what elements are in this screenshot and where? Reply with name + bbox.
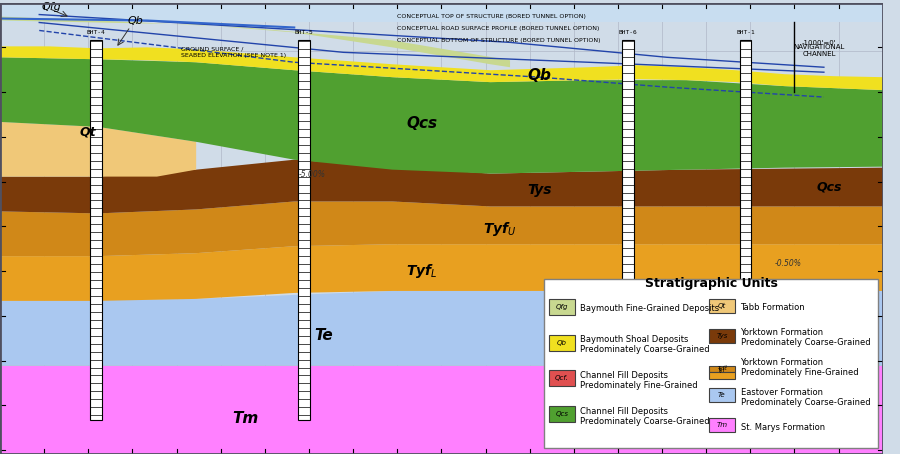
Polygon shape	[0, 202, 883, 256]
Bar	[90, 40, 102, 420]
Text: CONCEPTUAL ROAD SURFACE PROFILE (BORED TUNNEL OPTION): CONCEPTUAL ROAD SURFACE PROFILE (BORED T…	[397, 26, 599, 31]
Bar	[298, 40, 310, 420]
Text: NAVIGATIONAL
CHANNEL: NAVIGATIONAL CHANNEL	[793, 44, 845, 57]
Bar	[549, 406, 575, 422]
Bar	[544, 279, 878, 448]
Text: Qb: Qb	[557, 340, 567, 345]
Bar	[709, 299, 734, 313]
Polygon shape	[0, 46, 883, 90]
Text: Tys: Tys	[527, 183, 552, 197]
Text: Te: Te	[314, 328, 333, 343]
Text: Qcs: Qcs	[816, 180, 842, 193]
Text: Tabb Formation: Tabb Formation	[741, 303, 806, 312]
Text: Tyfᵁ: Tyfᵁ	[716, 365, 727, 370]
Text: Tm: Tm	[232, 411, 258, 426]
Text: BHT-4: BHT-4	[86, 30, 105, 35]
Text: Baymouth Shoal Deposits
Predominately Coarse-Grained: Baymouth Shoal Deposits Predominately Co…	[580, 335, 709, 354]
Polygon shape	[0, 244, 883, 301]
Bar	[709, 365, 734, 372]
Text: -5.00%: -5.00%	[299, 170, 326, 178]
Polygon shape	[0, 57, 883, 173]
Bar	[622, 40, 634, 420]
Bar	[549, 299, 575, 315]
Text: Channel Fill Deposits
Predominately Fine-Grained: Channel Fill Deposits Predominately Fine…	[580, 371, 698, 390]
Text: -0.50%: -0.50%	[775, 259, 802, 268]
Polygon shape	[0, 160, 883, 213]
Text: Tm: Tm	[716, 422, 727, 428]
Polygon shape	[0, 62, 196, 177]
Text: Yorktown Formation
Predominately Fine-Grained: Yorktown Formation Predominately Fine-Gr…	[741, 358, 859, 377]
Text: Tyf$_U$: Tyf$_U$	[483, 220, 517, 238]
Text: Qt: Qt	[80, 125, 96, 138]
Text: Qt: Qt	[718, 303, 726, 309]
Bar	[709, 418, 734, 432]
Bar	[709, 388, 734, 402]
Text: -1000'=0': -1000'=0'	[802, 40, 836, 46]
Bar	[549, 370, 575, 386]
Bar	[549, 335, 575, 350]
Text: Eastover Formation
Predominately Coarse-Grained: Eastover Formation Predominately Coarse-…	[741, 388, 870, 407]
Text: CONCEPTUAL BOTTOM OF STRUCTURE (BORED TUNNEL OPTION): CONCEPTUAL BOTTOM OF STRUCTURE (BORED TU…	[397, 38, 600, 43]
Text: BHT-1: BHT-1	[736, 30, 755, 35]
Text: Qb: Qb	[527, 68, 552, 83]
Text: Baymouth Fine-Grained Deposits: Baymouth Fine-Grained Deposits	[580, 304, 719, 313]
Bar	[709, 329, 734, 343]
Polygon shape	[0, 291, 883, 365]
Text: Qfg: Qfg	[556, 304, 568, 310]
Text: Stratigraphic Units: Stratigraphic Units	[644, 277, 778, 290]
Bar	[740, 40, 752, 420]
Bar	[0, 365, 883, 454]
Text: Tyfᴸ: Tyfᴸ	[717, 367, 726, 374]
Text: Tys: Tys	[716, 333, 727, 339]
Polygon shape	[0, 3, 883, 23]
Text: Qcf.: Qcf.	[555, 375, 569, 381]
Polygon shape	[0, 16, 510, 67]
Text: St. Marys Formation: St. Marys Formation	[741, 423, 824, 432]
Text: Qb: Qb	[128, 16, 143, 26]
Text: BHT-5: BHT-5	[294, 30, 313, 35]
Text: Te: Te	[718, 392, 725, 398]
Text: Yorktown Formation
Predominately Coarse-Grained: Yorktown Formation Predominately Coarse-…	[741, 328, 870, 347]
Bar	[709, 372, 734, 380]
Text: Qcs: Qcs	[555, 411, 569, 417]
Text: BHT-6: BHT-6	[618, 30, 637, 35]
Text: CONCEPTUAL TOP OF STRUCTURE (BORED TUNNEL OPTION): CONCEPTUAL TOP OF STRUCTURE (BORED TUNNE…	[397, 14, 586, 19]
Text: Qfg: Qfg	[41, 1, 61, 11]
Text: Channel Fill Deposits
Predominately Coarse-Grained: Channel Fill Deposits Predominately Coar…	[580, 406, 709, 426]
Text: Tyf$_L$: Tyf$_L$	[406, 262, 437, 280]
Text: Qcs: Qcs	[406, 116, 437, 131]
Text: GROUND SURFACE /
SEABED ELEVATION (SEE NOTE 1): GROUND SURFACE / SEABED ELEVATION (SEE N…	[182, 47, 286, 58]
